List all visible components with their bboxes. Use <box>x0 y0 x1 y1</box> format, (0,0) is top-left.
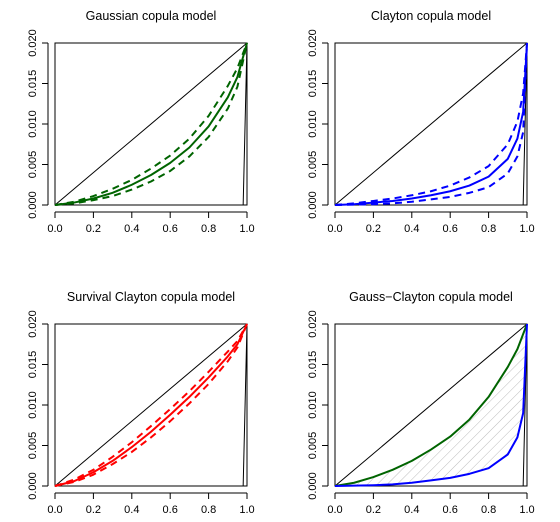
x-tick-label: 1.0 <box>519 504 534 516</box>
x-tick-label: 0.4 <box>124 504 139 516</box>
x-tick-label: 0.4 <box>404 223 419 235</box>
chart-panel-1: Gaussian copula model 0.0 0.2 0.4 0.6 0.8 1.0 0… <box>27 9 255 235</box>
x-tick-label: 0.0 <box>47 223 62 235</box>
y-tick-label: 0.010 <box>27 110 39 138</box>
series-line-estimate <box>54 323 248 487</box>
x-tick-label: 0.6 <box>443 223 458 235</box>
bound-line <box>55 323 248 487</box>
y-tick-label: 0.010 <box>27 391 39 419</box>
series-line-estimate <box>54 42 248 206</box>
chart-title: Survival Clayton copula model <box>67 290 235 304</box>
y-tick-label: 0.020 <box>307 29 319 57</box>
series-line-upper-curve <box>334 323 528 487</box>
series-line-lower-band <box>334 42 528 206</box>
y-tick-label: 0.000 <box>27 191 39 219</box>
x-tick-label: 1.0 <box>239 223 254 235</box>
bound-line <box>335 42 528 206</box>
x-tick-label: 0.6 <box>163 504 178 516</box>
x-tick-label: 0.4 <box>124 223 139 235</box>
x-tick-label: 0.0 <box>47 504 62 516</box>
series-line-upper-band <box>54 323 248 487</box>
x-tick-label: 1.0 <box>239 504 254 516</box>
y-tick-label: 0.000 <box>27 472 39 500</box>
x-tick-label: 0.4 <box>404 504 419 516</box>
series-line-lower-curve <box>334 323 528 487</box>
bound-line <box>335 323 528 487</box>
y-tick-label: 0.020 <box>27 310 39 338</box>
equality-line <box>334 42 528 206</box>
y-tick-label: 0.005 <box>27 151 39 179</box>
x-tick-label: 0.2 <box>86 504 101 516</box>
y-tick-label: 0.000 <box>307 472 319 500</box>
y-tick-label: 0.015 <box>307 351 319 379</box>
x-tick-label: 0.6 <box>163 223 178 235</box>
x-tick-label: 1.0 <box>519 223 534 235</box>
x-tick-label: 0.0 <box>327 223 342 235</box>
x-tick-label: 0.2 <box>366 223 381 235</box>
series-line-lower-band <box>54 42 248 206</box>
series-line-upper-band <box>334 42 528 206</box>
x-tick-label: 0.8 <box>481 223 496 235</box>
equality-line <box>54 323 248 487</box>
y-tick-label: 0.010 <box>307 391 319 419</box>
y-tick-label: 0.020 <box>27 29 39 57</box>
y-tick-label: 0.015 <box>307 70 319 98</box>
equality-line <box>54 42 248 206</box>
series-line-lower-band <box>54 323 248 487</box>
x-tick-label: 0.8 <box>201 504 216 516</box>
y-tick-label: 0.005 <box>307 432 319 460</box>
bound-line <box>55 42 248 206</box>
equality-line <box>334 323 528 487</box>
chart-title: Gaussian copula model <box>86 9 217 23</box>
x-tick-label: 0.0 <box>327 504 342 516</box>
hatched-region <box>335 324 527 486</box>
x-tick-label: 0.8 <box>201 223 216 235</box>
y-tick-label: 0.015 <box>27 351 39 379</box>
x-tick-label: 0.2 <box>86 223 101 235</box>
y-tick-label: 0.015 <box>27 70 39 98</box>
chart-panel-4: Gauss−Clayton copula model 0.0 0.2 0.4 0.6 0.… <box>307 290 535 516</box>
y-tick-label: 0.020 <box>307 310 319 338</box>
x-tick-label: 0.8 <box>481 504 496 516</box>
chart-title: Gauss−Clayton copula model <box>349 290 513 304</box>
x-tick-label: 0.6 <box>443 504 458 516</box>
y-tick-label: 0.010 <box>307 110 319 138</box>
chart-panel-3: Survival Clayton copula model 0.0 0.2 0.4 0.… <box>27 290 255 516</box>
series-line-estimate <box>334 42 528 206</box>
y-tick-label: 0.005 <box>27 432 39 460</box>
x-tick-label: 0.2 <box>366 504 381 516</box>
series-line-upper-band <box>54 42 248 206</box>
y-tick-label: 0.005 <box>307 151 319 179</box>
chart-panel-2: Clayton copula model 0.0 0.2 0.4 0.6 0.8 1.0 0.… <box>307 9 535 235</box>
chart-title: Clayton copula model <box>371 9 491 23</box>
y-tick-label: 0.000 <box>307 191 319 219</box>
